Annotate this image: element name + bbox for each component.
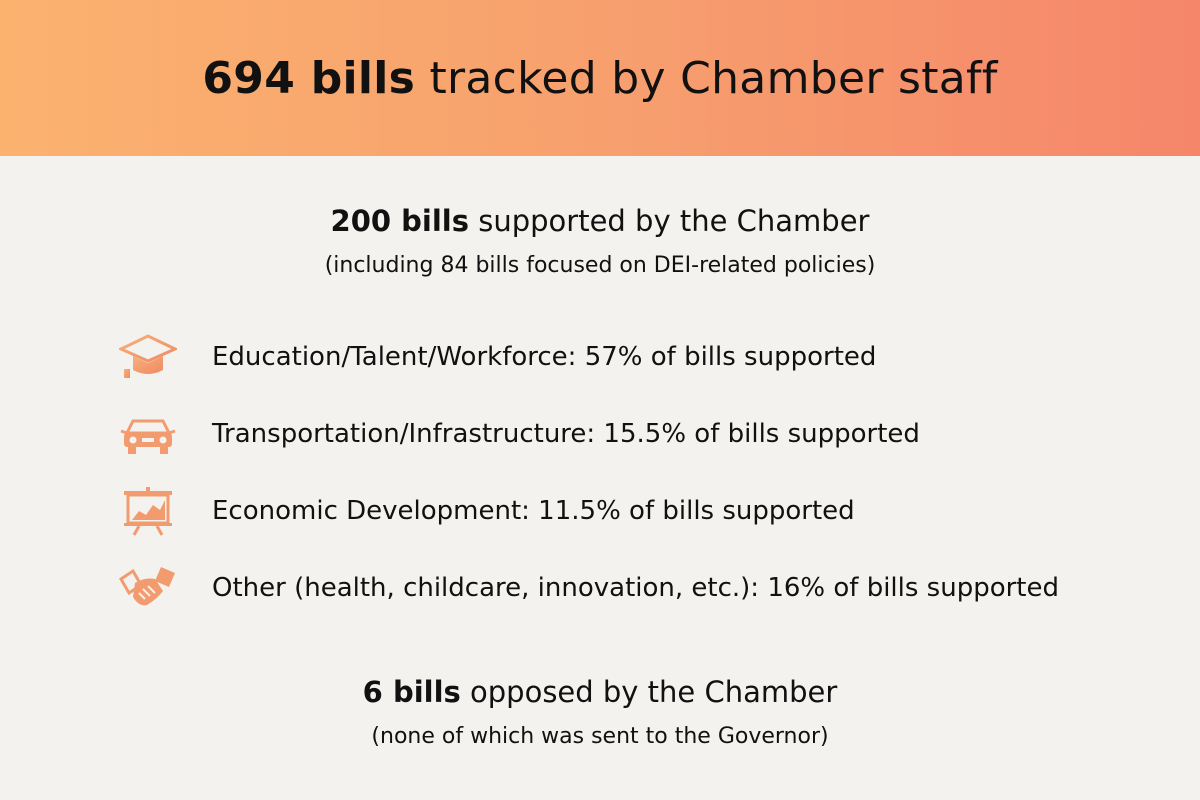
supported-subline: (including 84 bills focused on DEI-relat…	[324, 253, 876, 278]
category-label: Economic Development: 11.5% of bills sup…	[212, 496, 855, 526]
header-banner: 694 bills tracked by Chamber staff	[0, 0, 1200, 156]
list-item-education: Education/Talent/Workforce: 57% of bills…	[118, 328, 1118, 386]
category-label: Other (health, childcare, innovation, et…	[212, 573, 1060, 603]
category-label: Transportation/Infrastructure: 15.5% of …	[212, 419, 920, 449]
page-title-bold: 694 bills	[202, 52, 416, 104]
supported-headline: 200 bills supported by the Chamber	[0, 201, 1200, 241]
car-icon	[118, 408, 178, 460]
supported-section: 200 bills supported by the Chamber (incl…	[0, 201, 1200, 281]
opposed-subline: (none of which was sent to the Governor)	[371, 724, 829, 749]
category-label: Education/Talent/Workforce: 57% of bills…	[212, 342, 877, 372]
presentation-chart-icon	[118, 485, 178, 537]
handshake-icon	[118, 562, 178, 614]
graduation-cap-icon	[118, 331, 178, 383]
opposed-section: 6 bills opposed by the Chamber (none of …	[0, 672, 1200, 752]
page-title-rest: tracked by Chamber staff	[415, 52, 998, 104]
page-title: 694 bills tracked by Chamber staff	[202, 53, 997, 104]
list-item-transportation: Transportation/Infrastructure: 15.5% of …	[118, 405, 1118, 463]
list-item-economic-development: Economic Development: 11.5% of bills sup…	[118, 482, 1118, 540]
opposed-headline-bold: 6 bills	[362, 675, 461, 709]
opposed-headline: 6 bills opposed by the Chamber	[0, 672, 1200, 712]
list-item-other: Other (health, childcare, innovation, et…	[118, 559, 1118, 617]
supported-headline-bold: 200 bills	[330, 204, 470, 238]
supported-headline-rest: supported by the Chamber	[469, 204, 870, 238]
opposed-headline-rest: opposed by the Chamber	[460, 675, 838, 709]
category-list: Education/Talent/Workforce: 57% of bills…	[118, 328, 1118, 636]
